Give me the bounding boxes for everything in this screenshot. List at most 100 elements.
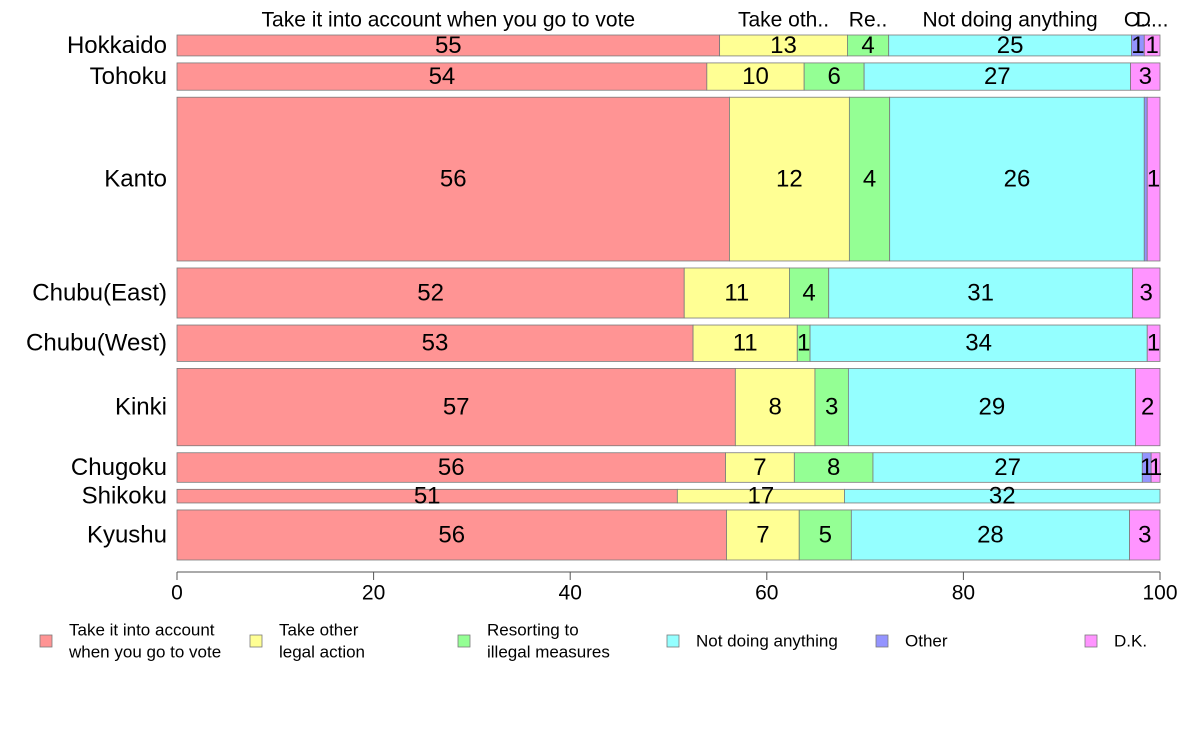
bar-row-chubu-east-: Chubu(East) 52 11 4 31 3 [32, 267, 1161, 319]
data-label: 4 [863, 166, 876, 193]
data-label: 2 [1141, 394, 1154, 421]
data-label: 4 [802, 280, 815, 307]
data-label: 56 [438, 521, 465, 548]
bar-segment [1143, 34, 1161, 57]
data-label: 27 [984, 63, 1011, 90]
data-label: 11 [733, 330, 758, 357]
data-label: 28 [977, 521, 1004, 548]
data-label: 5 [819, 521, 832, 548]
bar-segment [847, 368, 1136, 447]
bar-segment [1132, 267, 1161, 319]
bar-segment [176, 509, 727, 561]
bar-segment [683, 267, 790, 319]
category-label: Hokkaido [67, 32, 167, 59]
data-label: 1 [1147, 330, 1160, 357]
legend-label: Other [905, 632, 948, 651]
bar-segment [1135, 368, 1161, 447]
tick-label: 0 [171, 582, 183, 605]
data-label: 1 [797, 330, 810, 357]
legend-entry: Not doing anything [666, 632, 838, 651]
legend-entry: Resorting to illegal measures [457, 621, 610, 662]
bar-segment [850, 509, 1130, 561]
data-label: 1 [1147, 166, 1160, 193]
legend-label: D.K. [1114, 632, 1147, 651]
legend-label: when you go to vote [68, 643, 221, 662]
data-label: 17 [748, 483, 775, 510]
data-label: 57 [443, 394, 470, 421]
data-label: 34 [965, 330, 992, 357]
legend-swatch [39, 634, 53, 648]
data-label: 13 [770, 32, 797, 59]
bar-segment [729, 96, 850, 262]
legend-entry: Take other legal action [249, 621, 365, 662]
data-label: 12 [776, 166, 803, 193]
legend-entry: Take it into account when you go to vote [39, 621, 221, 662]
bar-row-chugoku: Chugoku 56 7 8 27 11 [71, 452, 1162, 483]
data-label: 55 [435, 32, 462, 59]
category-label: Kyushu [87, 521, 167, 548]
tick-label: 100 [1142, 582, 1177, 605]
bar-row-kyushu: Kyushu 56 7 5 28 3 [87, 509, 1161, 561]
data-label: 8 [768, 394, 781, 421]
bar-segment [848, 96, 891, 262]
legend-swatch [1084, 634, 1098, 648]
bar-segment [692, 324, 798, 362]
bar-row-kinki: Kinki 57 8 3 29 2 [115, 368, 1161, 447]
data-label: 56 [438, 454, 465, 481]
bar-row-kanto: Kanto 56 12 4 26 1 [104, 96, 1161, 262]
bar-segment [889, 96, 1145, 262]
data-label: 1 [1140, 454, 1153, 481]
data-label: 26 [1004, 166, 1031, 193]
data-label: 3 [1138, 521, 1151, 548]
tick-label: 20 [362, 582, 385, 605]
series-header: D... [1136, 9, 1169, 32]
bar-segment [1129, 509, 1161, 561]
legend-label: Take other [279, 621, 359, 640]
legend-swatch [457, 634, 471, 648]
series-header: Re.. [849, 9, 888, 32]
legend-entry: D.K. [1084, 632, 1147, 651]
bar-segment [814, 368, 849, 447]
bar-segment [809, 324, 1148, 362]
data-label: 3 [1140, 280, 1153, 307]
category-label: Kinki [115, 394, 167, 421]
data-label: 7 [756, 521, 769, 548]
legend-label: Resorting to [487, 621, 579, 640]
bar-segment [706, 62, 805, 91]
bar-segment [176, 324, 694, 362]
series-header: Take oth.. [738, 9, 829, 32]
legend-label: Take it into account [69, 621, 215, 640]
legend-swatch [666, 634, 680, 648]
data-label: 4 [861, 32, 874, 59]
data-label: 51 [414, 483, 441, 510]
category-label: Tohoku [90, 63, 167, 90]
tick-label: 40 [559, 582, 582, 605]
category-label: Kanto [104, 166, 167, 193]
data-label: 52 [417, 280, 444, 307]
data-label: 53 [422, 330, 449, 357]
bar-row-shikoku: Shikoku 51 17 32 [82, 483, 1161, 510]
bar-segment [803, 62, 865, 91]
data-label: 11 [724, 280, 749, 307]
bar-segment [726, 509, 800, 561]
bar-segment [1150, 452, 1161, 483]
bar-segment [176, 368, 736, 447]
tick-label: 80 [952, 582, 975, 605]
bar-segment [1146, 96, 1161, 262]
series-header: Not doing anything [923, 9, 1098, 32]
data-label: 1 [1131, 32, 1144, 59]
bar-segment [844, 488, 1161, 504]
legend-label: illegal measures [487, 643, 610, 662]
bar-row-tohoku: Tohoku 54 10 6 27 3 [90, 62, 1161, 91]
bar-segment [725, 452, 795, 483]
series-header: Take it into account when you go to vote [262, 9, 636, 32]
bar-segment [1146, 324, 1161, 362]
bar-segment [828, 267, 1133, 319]
category-label: Chugoku [71, 454, 167, 481]
legend-label: Not doing anything [696, 632, 838, 651]
tick-label: 60 [755, 582, 778, 605]
category-label: Chubu(West) [26, 330, 167, 357]
